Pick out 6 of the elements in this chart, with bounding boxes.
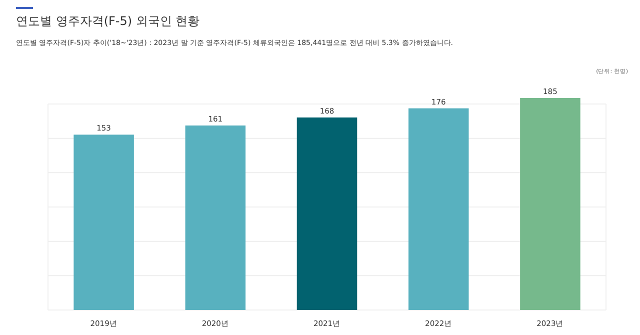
chart-title: 연도별 영주자격(F-5) 외국인 현황: [16, 14, 200, 28]
bar: [408, 108, 469, 310]
bar: [296, 117, 358, 310]
bar: [520, 98, 580, 310]
bar: [74, 134, 134, 310]
bar: [185, 126, 246, 310]
